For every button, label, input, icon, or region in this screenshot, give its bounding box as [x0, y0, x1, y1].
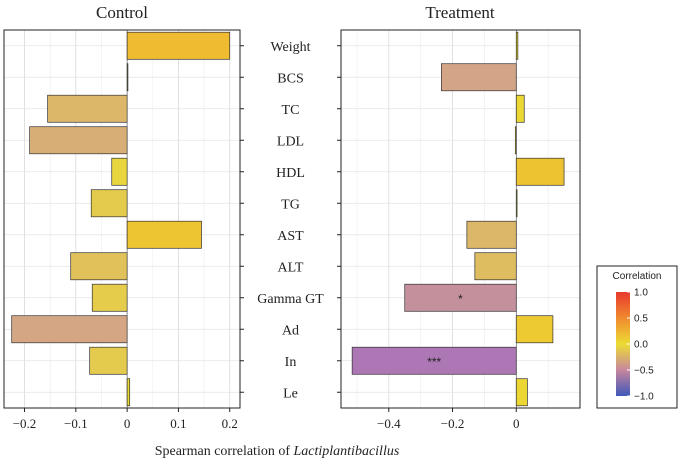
control-x-tick-label: −0.1: [64, 416, 88, 431]
control-bar-alt: [70, 252, 128, 281]
treatment-plot-frame: [340, 29, 581, 409]
control-bar-le: [126, 378, 131, 407]
category-label-tc: TC: [282, 103, 300, 118]
treatment-bar-ldl: [514, 126, 517, 155]
category-label-weight: Weight: [270, 40, 310, 55]
category-label-alt: ALT: [278, 260, 304, 275]
legend-tick-label: 0.5: [634, 314, 648, 325]
control-bar-hdl: [111, 157, 128, 186]
control-bar-ast: [126, 220, 202, 249]
treatment-bar-gamma-gt: [404, 283, 517, 312]
control-bar-gamma-gt: [91, 283, 128, 312]
treatment-x-tick-label: −0.2: [441, 416, 465, 431]
category-label-gamma-gt: Gamma GT: [257, 292, 324, 307]
treatment-bar-ast: [466, 220, 517, 249]
x-axis-label: Spearman correlation of Lactiplantibacil…: [155, 444, 400, 459]
legend-colorbar: [616, 292, 630, 396]
control-bar-bcs: [126, 63, 129, 92]
treatment-bar-le: [515, 378, 528, 407]
x-axis-label-genus: Lactiplantibacillus: [293, 444, 400, 459]
category-label-ast: AST: [277, 229, 304, 244]
control-panel-title: Control: [96, 3, 148, 22]
treatment-significance-gamma-gt: *: [458, 292, 463, 306]
legend-title: Correlation: [613, 271, 662, 282]
treatment-bar-bcs: [441, 63, 517, 92]
control-bar-weight: [126, 31, 231, 60]
treatment-x-tick-label: −0.4: [377, 416, 401, 431]
treatment-x-tick-label: 0: [513, 416, 520, 431]
treatment-panel: ****−0.4 −0.2 0: [337, 29, 581, 431]
control-x-tick-label: 0.2: [222, 416, 238, 431]
legend-tick-label: −0.5: [634, 366, 654, 377]
category-label-ldl: LDL: [277, 134, 304, 149]
treatment-bar-ad: [515, 315, 554, 344]
category-label-bcs: BCS: [277, 71, 303, 86]
legend-tick-label: 1.0: [634, 288, 648, 299]
control-bar-ldl: [29, 126, 128, 155]
treatment-bar-tc: [515, 94, 525, 123]
category-label-ad: Ad: [282, 323, 299, 338]
control-bar-tc: [47, 94, 128, 123]
category-label-in: In: [285, 355, 297, 370]
legend-tick-label: 0.0: [634, 340, 648, 351]
treatment-bar-in: [351, 346, 517, 375]
legend-ticks: 1.0 0.5 0.0 −0.5 −1.0: [627, 288, 654, 403]
control-plot-frame: [3, 29, 241, 409]
control-bar-ad: [11, 315, 128, 344]
treatment-panel-title: Treatment: [425, 3, 495, 22]
control-bar-in: [89, 346, 128, 375]
treatment-bar-alt: [474, 252, 517, 281]
treatment-bar-weight: [515, 31, 519, 60]
x-axis-label-prefix: Spearman correlation of: [155, 444, 291, 459]
control-plot-background: [4, 30, 240, 408]
control-x-tick-label: 0: [124, 416, 131, 431]
control-bar-tg: [90, 189, 128, 218]
category-label-le: Le: [283, 386, 298, 401]
category-label-hdl: HDL: [276, 166, 305, 181]
category-label-tg: TG: [281, 197, 300, 212]
color-legend: Correlation 1.0 0.5 0.0 −0.5 −1.0: [596, 265, 678, 409]
legend-tick-label: −1.0: [634, 392, 654, 403]
control-x-tick-label: 0.1: [170, 416, 186, 431]
legend-frame: [596, 265, 678, 409]
treatment-bar-tg: [515, 189, 518, 218]
category-labels: Weight BCS TC LDL HDL TG AST ALT Gamma GT Ad In Le: [257, 40, 324, 402]
control-panel: −0.2 −0.1 0 0.1 0.2: [3, 29, 244, 431]
treatment-bar-hdl: [515, 157, 565, 186]
control-x-tick-label: −0.2: [13, 416, 37, 431]
treatment-plot-background: [341, 30, 580, 408]
treatment-significance-in: ***: [427, 355, 441, 369]
